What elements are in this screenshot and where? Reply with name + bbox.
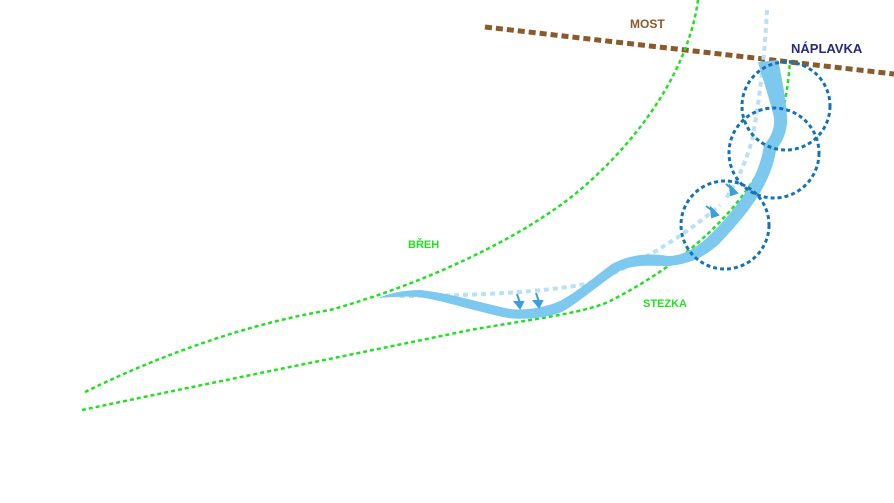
bridge-label: MOST bbox=[630, 17, 665, 31]
bank-label: BŘEH bbox=[408, 238, 439, 251]
faint-stream-trace-lower bbox=[399, 203, 722, 298]
stream-body bbox=[378, 60, 788, 319]
zone-circle-bottom bbox=[679, 179, 771, 271]
path-line bbox=[81, 59, 792, 412]
flow-arrow-left bbox=[512, 293, 525, 310]
path-label: STEZKA bbox=[643, 298, 687, 310]
zone-circle-middle bbox=[727, 106, 821, 200]
zone-circle-top bbox=[740, 60, 832, 152]
embankment-label: NÁPLAVKA bbox=[791, 41, 863, 56]
bridge-line bbox=[484, 24, 894, 77]
flow-arrow-bend-1 bbox=[705, 205, 720, 219]
flow-arrow-right bbox=[531, 292, 544, 309]
bank-line bbox=[84, 0, 700, 394]
flow-arrow-bend-2 bbox=[725, 183, 739, 197]
